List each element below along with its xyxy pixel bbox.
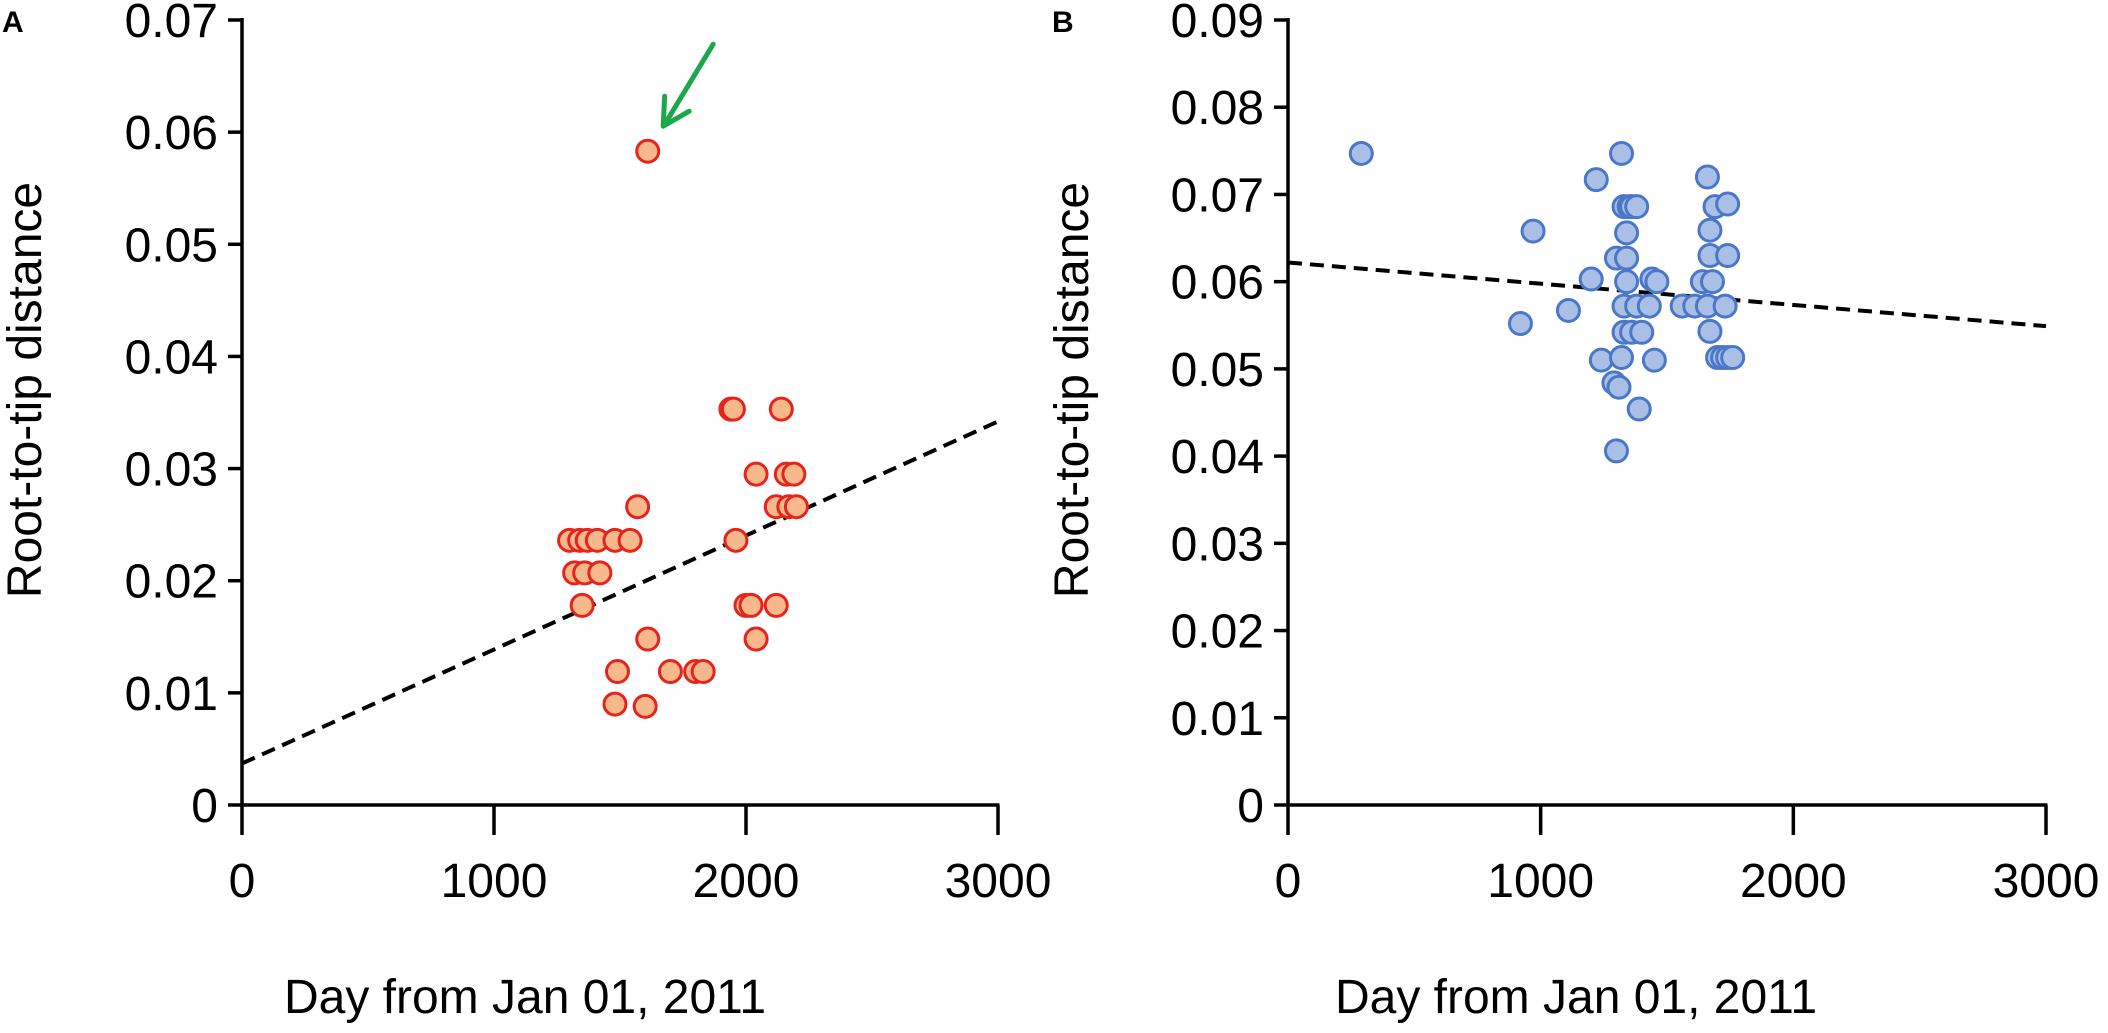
chart-panel-b: B 00.010.020.030.040.050.060.070.080.090… <box>1046 0 2099 1024</box>
panel-a-x-tick-label: 0 <box>229 855 256 908</box>
panel-b-data-point <box>1520 218 1546 244</box>
panel-a-data-point <box>635 626 661 652</box>
panel-a-x-tick-label: 3000 <box>945 855 1052 908</box>
panel-b-data-point <box>1588 347 1614 373</box>
panel-b-data-point <box>1614 245 1640 271</box>
panel-b-y-tick-label: 0.02 <box>1171 606 1264 659</box>
panel-b-data-point <box>1614 269 1640 295</box>
panel-a-data-point <box>763 592 789 618</box>
panel-a-y-tick-label: 0.01 <box>125 668 218 721</box>
panel-b-data-point <box>1715 243 1741 268</box>
panel-a-data-point <box>625 494 651 520</box>
panel-b-data-point <box>1694 164 1720 190</box>
panel-b-y-tick-label: 0.08 <box>1171 82 1264 135</box>
panel-a-data-point <box>781 461 807 487</box>
panel-b-data-point <box>1641 347 1667 373</box>
panel-a-y-tick-label: 0.02 <box>125 556 218 609</box>
panel-b-data-point <box>1614 220 1640 246</box>
panel-a-data-point <box>632 693 658 719</box>
panel-a-data-point <box>738 592 764 618</box>
panel-a-data-point <box>602 691 628 717</box>
panel-a-data-point <box>569 592 595 618</box>
panel-b-data-point <box>1715 191 1741 217</box>
panel-b-x-tick-label: 0 <box>1275 855 1302 908</box>
panel-b-data-point <box>1609 345 1635 371</box>
panel-a-data-point <box>635 138 661 164</box>
panel-a-y-tick-label: 0.06 <box>125 107 218 160</box>
panel-b-letter: B <box>1052 6 1074 39</box>
chart-panel-a: A 0 0.01 0.02 0.03 0.04 0.05 0.06 0.07 0 1000 2000… <box>0 0 1051 1024</box>
panel-b-x-axis-title: Day from Jan 01, 2011 <box>1335 971 1817 1024</box>
panel-a-y-tick-label: 0.03 <box>125 444 218 497</box>
panel-a-data-point <box>657 659 683 685</box>
panel-b-data-point <box>1555 297 1581 323</box>
panel-a-x-tick-label: 2000 <box>693 855 800 908</box>
arrow-head <box>660 93 692 129</box>
panel-b-data-point <box>1624 194 1650 220</box>
panel-a-data-point <box>690 659 716 685</box>
panel-a-data-point <box>587 560 613 586</box>
panel-b-data-point <box>1583 167 1609 193</box>
panel-b-y-axis-title: Root-to-tip distance <box>1046 182 1099 598</box>
panel-b-data-point <box>1629 319 1655 345</box>
panel-b-x-tick-label: 3000 <box>1993 855 2100 908</box>
panel-b-y-tick-label: 0.04 <box>1171 431 1264 484</box>
panel-a-y-tick-label: 0.05 <box>125 219 218 272</box>
panel-b-data-point <box>1606 374 1632 400</box>
panel-a-y-tick-label: 0.07 <box>125 0 218 48</box>
panel-a-y-axis-title: Root-to-tip distance <box>0 182 52 598</box>
panel-a-y-tick-label: 0.04 <box>125 331 218 384</box>
panel-b-data-point <box>1699 269 1725 295</box>
arrow-shaft <box>664 41 716 123</box>
panel-b-data-point <box>1609 140 1635 166</box>
panel-b-y-tick-label: 0.06 <box>1171 257 1264 310</box>
panel-b-y-tick-label: 0.03 <box>1171 518 1264 571</box>
panel-a-letter: A <box>2 6 24 39</box>
panel-a-data-point <box>723 527 749 553</box>
panel-b-data-point <box>1644 269 1670 295</box>
panel-a-y-tick-label: 0 <box>191 780 218 833</box>
panel-b-y-tick-label: 0.01 <box>1171 693 1264 746</box>
panel-b-plot: 0 0.01 0.02 0.03 0.04 0.05 0.06 0.07 0.08 0.09 0 10… <box>1171 0 2100 908</box>
panel-b-data-point <box>1603 438 1629 464</box>
panel-b-y-tick-label: 0 <box>1237 780 1264 833</box>
panel-a-outlier-arrow <box>660 41 716 129</box>
panel-a-data-point <box>617 527 643 553</box>
panel-b-trend-line <box>1287 260 2047 329</box>
panel-b-y-tick-label: 0.07 <box>1171 169 1264 222</box>
panel-a-data-point <box>720 396 746 422</box>
panel-b-data-point <box>1720 345 1746 371</box>
panel-a-data-point <box>743 461 769 487</box>
panel-b-data-point <box>1626 396 1652 422</box>
panel-b-data-point <box>1697 217 1723 243</box>
panel-b-data-point <box>1712 293 1738 319</box>
panel-a-data-point <box>783 494 809 520</box>
panel-a-x-tick-label: 1000 <box>441 855 548 908</box>
panel-b-data-point <box>1348 140 1374 166</box>
panel-a-data-point <box>604 659 630 685</box>
panel-b-data-point <box>1507 311 1533 337</box>
panel-a-trend-line <box>241 419 999 766</box>
panel-b-data-point <box>1578 266 1604 292</box>
panel-b-x-tick-label: 1000 <box>1487 855 1594 908</box>
panel-b-data-point <box>1697 318 1723 344</box>
panel-b-y-tick-label: 0.05 <box>1171 344 1264 397</box>
panel-a-plot: 0 0.01 0.02 0.03 0.04 0.05 0.06 0.07 0 1000 2000 30… <box>125 0 1052 908</box>
panel-a-data-point <box>743 626 769 652</box>
panel-b-x-tick-label: 2000 <box>1740 855 1847 908</box>
panel-a-x-axis-title: Day from Jan 01, 2011 <box>284 971 766 1024</box>
panel-b-data-point <box>1636 293 1662 319</box>
panel-a-data-point <box>768 396 794 422</box>
panel-b-y-tick-label: 0.09 <box>1171 0 1264 48</box>
